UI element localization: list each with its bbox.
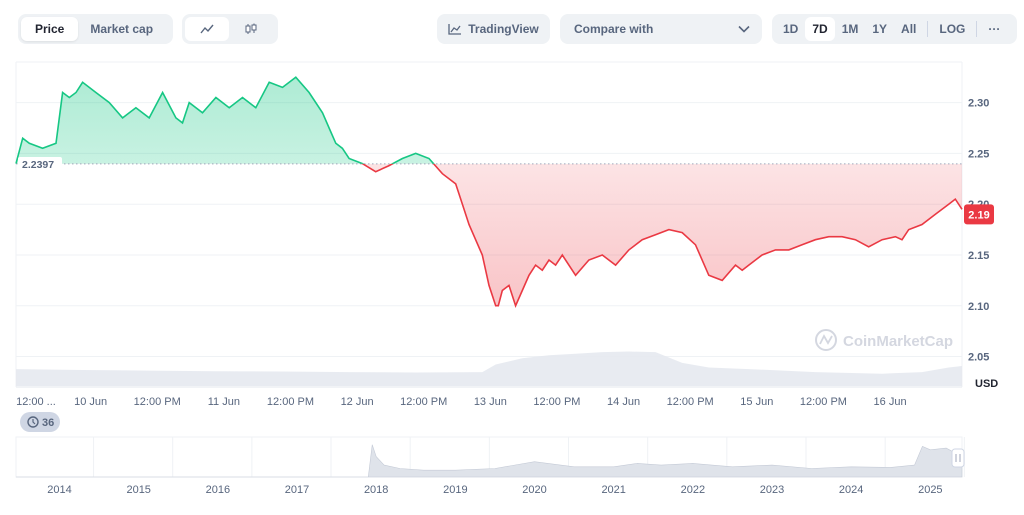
navigator-handle-bg: [951, 448, 965, 468]
x-tick-label: 13 Jun: [474, 396, 507, 408]
y-tick-label: 2.15: [968, 250, 989, 262]
coinmarketcap-logo-mark: [819, 334, 833, 345]
navigator-x-axis: 2014 2015 2016 2017 2018 2019 2020 2021 2022 2023…: [47, 484, 942, 496]
chart-toolbar: Price Market cap TradingView Compare wit…: [0, 14, 1024, 46]
navigator-x-tick-label: 2025: [918, 484, 942, 496]
x-tick-label: 12:00 PM: [134, 396, 181, 408]
navigator-x-tick-label: 2014: [47, 484, 71, 496]
tradingview-label: TradingView: [468, 22, 539, 36]
current-price-text: 2.19: [968, 209, 989, 221]
candlestick-icon[interactable]: [229, 17, 273, 41]
volume-area: [16, 351, 962, 386]
y-tick-label: 2.05: [968, 352, 989, 364]
navigator-x-tick-label: 2024: [839, 484, 863, 496]
range-7d[interactable]: 7D: [805, 17, 835, 41]
navigator-handle[interactable]: [951, 448, 965, 468]
y-axis: 2.302.252.202.152.102.05: [968, 98, 989, 364]
tab-market-cap[interactable]: Market cap: [90, 22, 154, 36]
y-tick-label: 2.30: [968, 98, 989, 110]
navigator-x-tick-label: 2022: [681, 484, 705, 496]
x-tick-label: 12:00 ...: [16, 396, 56, 408]
x-tick-label: 11 Jun: [208, 396, 240, 408]
time-range-toggle: 1D 7D 1M 1Y All LOG ···: [772, 14, 1017, 44]
baseline-label-bg: [18, 157, 62, 172]
range-1y[interactable]: 1Y: [872, 22, 888, 36]
tradingview-button[interactable]: TradingView: [437, 14, 550, 44]
navigator-x-tick-label: 2015: [126, 484, 150, 496]
timeline-badge-bg: [20, 412, 60, 432]
navigator-x-tick-label: 2016: [206, 484, 230, 496]
range-all[interactable]: All: [901, 22, 917, 36]
volume-bars: [16, 351, 962, 386]
price-line-down: [360, 163, 963, 308]
view-toggle: Price Market cap: [18, 14, 173, 44]
watermark-text: CoinMarketCap: [843, 333, 953, 350]
x-tick-label: 12 Jun: [341, 396, 374, 408]
navigator-x-tick-label: 2017: [285, 484, 309, 496]
current-price-tag: 2.19: [964, 204, 994, 225]
price-line: [15, 76, 963, 308]
navigator-area: [16, 444, 963, 478]
timeline-badge-count: 36: [42, 417, 54, 429]
x-tick-label: 12:00 PM: [800, 396, 847, 408]
navigator-x-tick-label: 2020: [522, 484, 546, 496]
price-line-up: [15, 76, 435, 164]
x-tick-label: 10 Jun: [74, 396, 107, 408]
x-tick-label: 15 Jun: [740, 396, 773, 408]
price-area-up: [16, 77, 962, 164]
range-divider: [976, 21, 978, 37]
baseline-label-text: 2.2397: [22, 159, 54, 171]
navigator-area-path: [16, 444, 963, 478]
x-tick-label: 14 Jun: [607, 396, 640, 408]
x-tick-label: 12:00 PM: [667, 396, 714, 408]
price-areas: [16, 77, 962, 306]
y-axis-unit: USD: [975, 378, 998, 390]
line-chart-icon[interactable]: [185, 17, 229, 41]
range-1d[interactable]: 1D: [783, 22, 799, 36]
navigator-x-tick-label: 2018: [364, 484, 388, 496]
more-options-button[interactable]: ···: [988, 22, 1001, 36]
chart-type-toggle: [182, 14, 278, 44]
current-price-tag-bg: [964, 204, 994, 225]
navigator-x-tick-label: 2021: [601, 484, 625, 496]
chevron-down-icon: [738, 25, 750, 33]
baseline-label: 2.2397: [18, 157, 62, 172]
navigator-x-tick-label: 2023: [760, 484, 784, 496]
coinmarketcap-logo-icon: [815, 329, 837, 351]
range-1m[interactable]: 1M: [841, 22, 859, 36]
y-tick-label: 2.25: [968, 148, 989, 160]
x-tick-label: 16 Jun: [874, 396, 907, 408]
log-toggle[interactable]: LOG: [939, 22, 966, 36]
compare-with-label: Compare with: [574, 22, 654, 36]
navigator-x-tick-label: 2019: [443, 484, 467, 496]
x-tick-label: 12:00 PM: [533, 396, 580, 408]
tab-price[interactable]: Price: [21, 17, 79, 41]
range-divider: [927, 21, 929, 37]
timeline-badge[interactable]: 36: [20, 412, 60, 432]
price-area-down: [362, 163, 962, 306]
x-axis: 12:00 ... 10 Jun 12:00 PM 11 Jun 12:00 PM 12 …: [16, 396, 906, 408]
compare-with-select[interactable]: Compare with: [560, 14, 762, 44]
tradingview-chart-icon: [448, 24, 462, 35]
x-tick-label: 12:00 PM: [400, 396, 447, 408]
history-icon-hands: [32, 419, 36, 425]
x-tick-label: 12:00 PM: [267, 396, 314, 408]
coinmarketcap-watermark: CoinMarketCap: [815, 329, 953, 351]
y-tick-label: 2.10: [968, 301, 989, 313]
history-icon: [27, 416, 39, 428]
